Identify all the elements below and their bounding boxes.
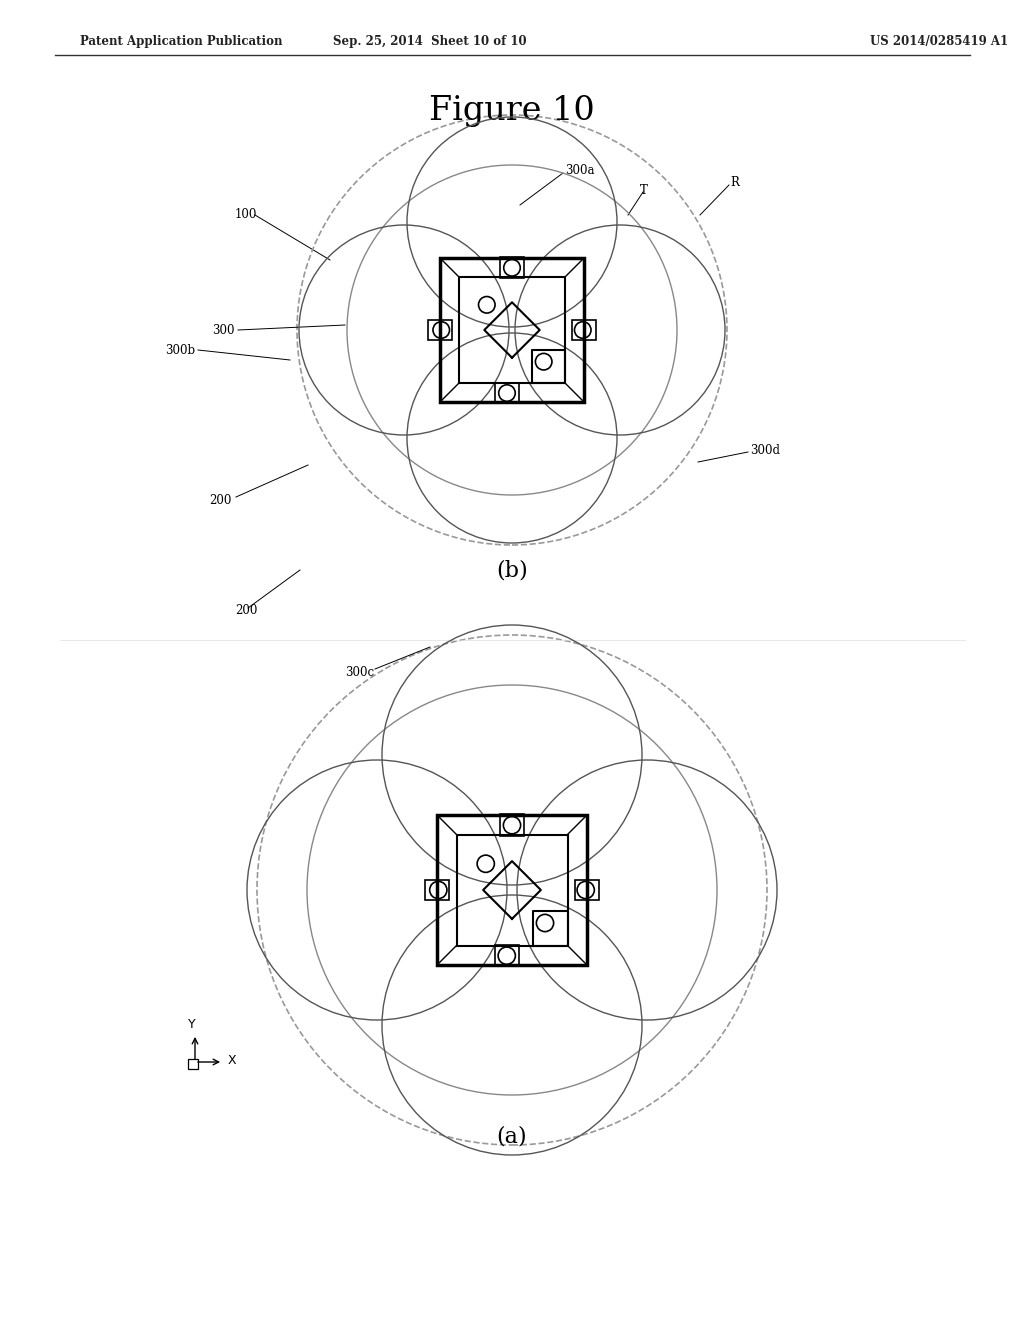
Text: Figure 10: Figure 10 xyxy=(429,95,595,127)
Text: 300d: 300d xyxy=(750,444,780,457)
Text: X: X xyxy=(228,1053,237,1067)
Text: Patent Application Publication: Patent Application Publication xyxy=(80,36,283,48)
Text: 300b: 300b xyxy=(165,343,195,356)
Text: T: T xyxy=(640,183,648,197)
Text: 200: 200 xyxy=(210,494,232,507)
Bar xyxy=(572,319,596,341)
Text: 300c: 300c xyxy=(345,665,374,678)
Bar xyxy=(501,257,523,279)
Text: US 2014/0285419 A1: US 2014/0285419 A1 xyxy=(870,36,1008,48)
Bar xyxy=(437,814,587,965)
Bar xyxy=(496,383,518,404)
Text: (b): (b) xyxy=(496,560,528,582)
Text: 300a: 300a xyxy=(565,164,595,177)
Bar xyxy=(459,277,565,383)
Text: Y: Y xyxy=(188,1018,196,1031)
Text: 300: 300 xyxy=(213,323,234,337)
Text: R: R xyxy=(730,176,739,189)
Text: Sep. 25, 2014  Sheet 10 of 10: Sep. 25, 2014 Sheet 10 of 10 xyxy=(333,36,526,48)
Bar xyxy=(574,879,599,900)
Bar xyxy=(500,814,524,836)
Text: (a): (a) xyxy=(497,1125,527,1147)
Bar xyxy=(457,834,567,945)
Text: 200: 200 xyxy=(234,603,257,616)
Bar xyxy=(440,257,584,403)
Text: 100: 100 xyxy=(234,209,257,222)
Bar xyxy=(428,319,452,341)
Bar xyxy=(188,1059,198,1069)
Bar xyxy=(495,945,519,966)
Bar xyxy=(425,879,450,900)
